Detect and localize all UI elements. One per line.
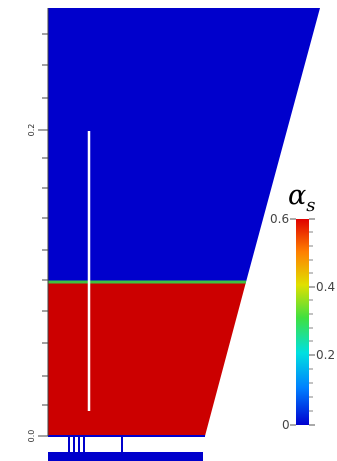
bottom-base: [48, 452, 203, 461]
gas-region: [48, 8, 320, 282]
inlet-marks: [68, 437, 123, 452]
colorbar: αs 0.6 0.4 0.2 0: [270, 180, 335, 432]
colorbar-gradient: [296, 219, 309, 425]
solids-region: [48, 282, 246, 436]
colorbar-tick-label-0: 0: [282, 418, 290, 432]
colorbar-minor-ticks: [309, 231, 313, 412]
y-tick-label-0.0: 0.0: [27, 430, 36, 443]
colorbar-tick-label-0.4: 0.4: [316, 280, 335, 294]
colorbar-title: αs: [288, 180, 315, 216]
y-tick-label-0.2: 0.2: [27, 124, 36, 137]
y-axis-ticks: [38, 33, 48, 437]
colorbar-tick-label-0.2: 0.2: [316, 348, 335, 362]
colorbar-major-ticks: [290, 218, 315, 426]
bottom-inlet-strip: [48, 436, 206, 452]
colorbar-tick-label-0.6: 0.6: [270, 212, 289, 226]
